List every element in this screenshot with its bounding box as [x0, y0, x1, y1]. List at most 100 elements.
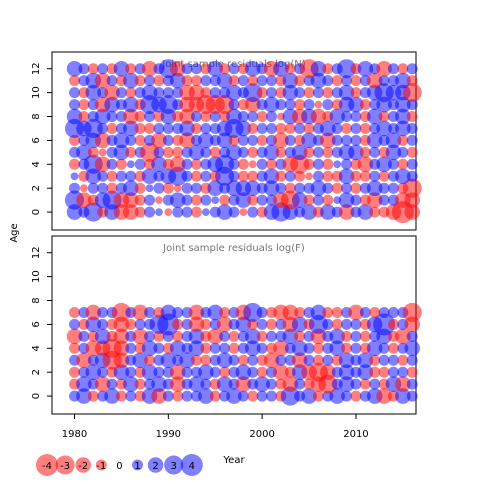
- bubble: [97, 306, 109, 318]
- bubble: [181, 182, 193, 194]
- bubble: [406, 99, 418, 111]
- bubble: [179, 352, 195, 369]
- bubble: [216, 132, 233, 149]
- bubble: [303, 99, 315, 111]
- bubble: [237, 111, 249, 123]
- bubble: [322, 146, 334, 158]
- bubble: [303, 194, 315, 206]
- bubble: [338, 84, 355, 101]
- bubble: [181, 206, 193, 218]
- bubble: [243, 302, 263, 322]
- bubble: [331, 75, 343, 87]
- legend-bubble: [147, 457, 164, 473]
- bubble: [322, 87, 334, 99]
- legend-bubble: [36, 454, 58, 476]
- bubble: [397, 63, 409, 75]
- bubble: [280, 386, 300, 406]
- legend-bubble: [95, 459, 107, 471]
- bubble: [209, 87, 221, 99]
- bubble: [247, 146, 259, 158]
- bubble: [169, 364, 186, 380]
- bubble: [237, 158, 249, 170]
- bubble: [329, 388, 345, 404]
- legend-bubble: [75, 457, 91, 473]
- bubble: [312, 354, 324, 366]
- bubble: [338, 364, 355, 380]
- bubble: [350, 194, 362, 206]
- bubble: [66, 328, 83, 345]
- bubble: [106, 111, 118, 123]
- bubble: [172, 318, 184, 330]
- y-tick-label: 0: [31, 393, 42, 399]
- bubble: [181, 194, 193, 206]
- bubble: [357, 352, 374, 369]
- bubble: [266, 318, 278, 330]
- bubble: [144, 194, 156, 206]
- bubble: [378, 75, 390, 87]
- bubble: [291, 340, 308, 357]
- legend-label: 2: [152, 461, 158, 472]
- bubble: [216, 352, 233, 369]
- bubble: [341, 158, 353, 170]
- bubble: [256, 194, 268, 206]
- bubble: [181, 170, 193, 182]
- bubble: [322, 158, 334, 170]
- bubble: [406, 330, 418, 342]
- bubble: [369, 354, 381, 366]
- bubble: [228, 342, 240, 354]
- bubble: [153, 87, 165, 99]
- bubble: [376, 60, 392, 77]
- y-tick-label: 4: [31, 345, 42, 351]
- bubble: [76, 144, 92, 161]
- bubble: [188, 144, 205, 161]
- bubble: [85, 316, 102, 333]
- bubble: [312, 87, 324, 99]
- bubble: [387, 182, 399, 194]
- bubble: [164, 208, 173, 216]
- bubble: [134, 206, 146, 218]
- bubble: [310, 304, 327, 321]
- bubble: [282, 72, 299, 89]
- bubble: [157, 313, 180, 336]
- bubble: [211, 196, 220, 205]
- bubble: [172, 206, 184, 218]
- bubble: [123, 204, 139, 220]
- bubble: [359, 146, 371, 158]
- legend-label: 4: [189, 461, 195, 472]
- bubble: [395, 388, 411, 404]
- bubble: [190, 194, 202, 206]
- bubble: [215, 154, 235, 174]
- bubble: [69, 366, 81, 378]
- bubble: [237, 75, 249, 87]
- bubble: [134, 378, 146, 390]
- bubble: [198, 132, 214, 149]
- bubble: [331, 122, 343, 134]
- bubble: [69, 182, 81, 194]
- legend-bubble: [164, 455, 184, 475]
- bubble: [256, 134, 268, 146]
- bubble: [144, 75, 156, 87]
- bubble: [378, 194, 390, 206]
- bubble: [406, 354, 418, 366]
- bubble: [172, 306, 184, 318]
- bubble: [404, 204, 421, 220]
- bubble: [169, 192, 186, 208]
- bubble: [153, 75, 165, 87]
- bubble: [104, 84, 120, 101]
- bubble: [237, 390, 249, 402]
- bubble: [256, 306, 268, 318]
- bubble: [303, 146, 315, 158]
- bubble: [83, 118, 103, 138]
- bubble: [322, 75, 334, 87]
- bubble: [273, 132, 289, 149]
- bubble: [263, 168, 280, 185]
- bubble: [132, 328, 148, 345]
- bubble: [366, 192, 383, 208]
- bubble: [359, 306, 371, 318]
- bubble: [94, 328, 111, 345]
- bubble: [247, 170, 259, 182]
- bubble: [94, 132, 111, 149]
- bubble: [69, 134, 81, 146]
- y-tick-label: 4: [31, 161, 42, 167]
- bubble: [341, 390, 353, 402]
